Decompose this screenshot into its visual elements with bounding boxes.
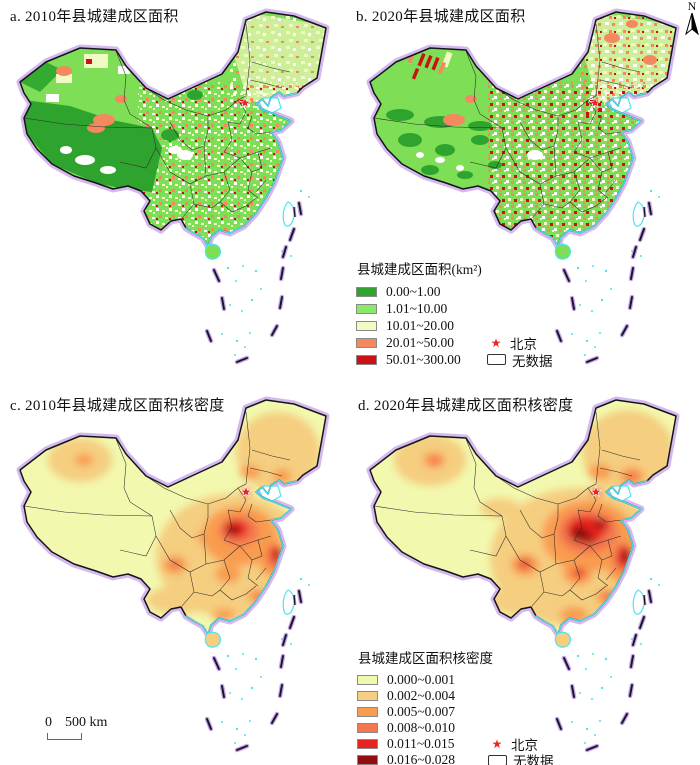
legend-swatch — [357, 739, 378, 749]
legend-item: 0.002~0.004 — [357, 688, 554, 704]
legend-built-area: 县城建成区面积(km²) 0.00~1.00 1.01~10.00 10.01~… — [356, 258, 553, 369]
legend-label: 20.01~50.00 — [386, 334, 455, 350]
legend-label: 50.01~300.00 — [386, 351, 461, 367]
legend-swatch — [357, 755, 378, 765]
legend-swatch — [357, 675, 378, 685]
legend-swatch — [357, 707, 378, 717]
legend-label: 1.01~10.00 — [386, 300, 448, 316]
china-map-2010-area — [0, 0, 350, 385]
nodata-label: 无数据 — [512, 353, 553, 369]
legend-swatch — [356, 337, 377, 348]
legend-item: 0.000~0.001 — [357, 672, 554, 688]
legend-label: 0.002~0.004 — [387, 688, 456, 703]
legend-item: 0.016~0.028 无数据 — [357, 752, 554, 765]
map-panel-c: c. 2010年县城建成区面积核密度 — [0, 388, 350, 765]
nodata-swatch — [487, 354, 506, 365]
legend-swatch — [356, 320, 377, 331]
legend-item: 50.01~300.00 无数据 — [356, 351, 553, 369]
legend-swatch — [356, 354, 377, 365]
legend-density-title: 县城建成区面积核密度 — [358, 651, 493, 666]
legend-item: 20.01~50.00 ★ 北京 — [356, 334, 553, 352]
legend-swatch — [357, 691, 378, 701]
legend-item: 0.00~1.00 — [356, 283, 553, 300]
north-arrow-needle-icon — [685, 12, 699, 36]
legend-built-area-title: 县城建成区面积(km²) — [357, 262, 482, 277]
map-panel-d: d. 2020年县城建成区面积核密度 — [350, 388, 700, 765]
china-map-2010-density — [0, 388, 350, 765]
legend-label: 0.000~0.001 — [387, 672, 456, 687]
nodata-swatch — [488, 754, 507, 765]
legend-item: 10.01~20.00 — [356, 317, 553, 334]
map-title-a: a. 2010年县城建成区面积 — [10, 9, 179, 25]
north-arrow-label: N — [687, 0, 697, 13]
legend-swatch — [356, 286, 377, 297]
map-title-d: d. 2020年县城建成区面积核密度 — [358, 398, 574, 414]
legend-label: 0.005~0.007 — [387, 704, 456, 719]
map-title-c: c. 2010年县城建成区面积核密度 — [10, 398, 225, 414]
scale-bar-labels: 0 500 km — [42, 715, 107, 731]
legend-item: 1.01~10.00 — [356, 300, 553, 317]
legend-swatch — [356, 303, 377, 314]
china-map-2020-density — [350, 388, 700, 765]
map-title-b: b. 2020年县城建成区面积 — [356, 9, 526, 25]
map-panel-b: b. 2020年县城建成区面积 — [350, 0, 700, 385]
legend-label: 0.011~0.015 — [387, 736, 455, 751]
scale-bar: 0 500 km — [42, 715, 107, 740]
legend-density: 县城建成区面积核密度 0.000~0.001 0.002~0.004 0.005… — [357, 647, 554, 765]
legend-label: 10.01~20.00 — [386, 317, 455, 333]
legend-label: 0.008~0.010 — [387, 720, 456, 735]
scale-distance-label: 500 km — [65, 715, 108, 730]
china-map-2020-area — [350, 0, 700, 385]
north-arrow: N — [683, 0, 700, 41]
scale-bar-line — [47, 733, 82, 740]
legend-item: 0.008~0.010 — [357, 720, 554, 736]
legend-label: 0.00~1.00 — [386, 283, 441, 299]
scale-zero-label: 0 — [45, 715, 52, 730]
nodata-label: 无数据 — [513, 754, 554, 765]
legend-swatch — [357, 723, 378, 733]
beijing-label: 北京 — [511, 738, 538, 753]
legend-item: 0.011~0.015 ★ 北京 — [357, 736, 554, 753]
beijing-star-icon: ★ — [490, 335, 502, 350]
beijing-star-icon: ★ — [491, 737, 503, 751]
map-panel-a: a. 2010年县城建成区面积 — [0, 0, 350, 385]
legend-item: 0.005~0.007 — [357, 704, 554, 720]
legend-label: 0.016~0.028 — [387, 752, 456, 765]
beijing-label: 北京 — [510, 336, 537, 352]
